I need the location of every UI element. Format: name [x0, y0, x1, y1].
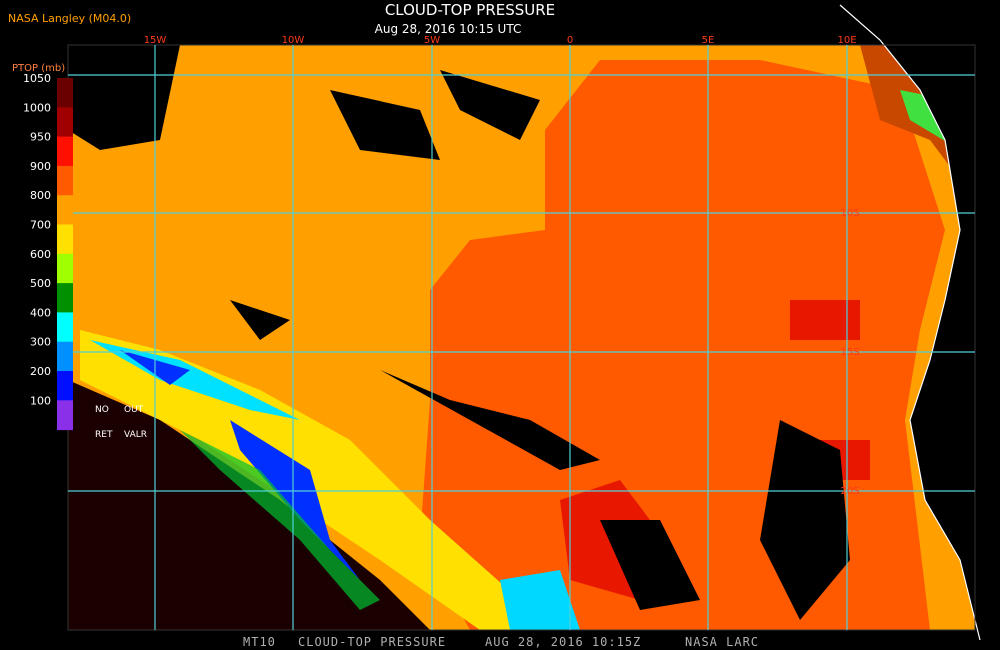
no-retrieval-label: RET	[95, 430, 113, 440]
longitude-label: 10E	[837, 35, 856, 46]
footer-text: NASA LARC	[685, 635, 759, 649]
legend-swatch	[57, 136, 73, 167]
legend-label: 1000	[23, 101, 51, 114]
legend-label: 100	[30, 394, 51, 407]
longitude-label: 5E	[702, 35, 715, 46]
longitude-label: 0	[567, 35, 573, 46]
latitude-label: 10S	[840, 208, 859, 219]
footer-text: CLOUD-TOP PRESSURE	[298, 635, 446, 649]
legend-swatch	[57, 78, 73, 108]
legend-swatch	[57, 107, 73, 138]
latitude-label: 20S	[840, 486, 859, 497]
longitude-label: 15W	[144, 35, 167, 46]
longitude-label: 10W	[282, 35, 305, 46]
legend-swatch	[57, 312, 73, 343]
legend-label: 400	[30, 306, 51, 319]
longitude-label: 5W	[424, 35, 440, 46]
footer-text: MT10	[243, 635, 276, 649]
legend-swatch	[57, 195, 73, 225]
latitude-label: 15S	[840, 347, 859, 358]
legend-swatch	[57, 224, 73, 255]
legend-title: PTOP (mb)	[12, 63, 65, 74]
legend-swatch	[57, 283, 73, 313]
legend-swatch	[57, 253, 73, 284]
legend-swatch	[57, 165, 73, 196]
legend-swatch	[57, 341, 73, 372]
legend-swatch	[57, 371, 73, 401]
no-retrieval-label: VALR	[124, 430, 147, 440]
legend-label: 900	[30, 160, 51, 173]
legend-label: 950	[30, 131, 51, 144]
legend-swatch	[57, 400, 73, 431]
source-label: NASA Langley (M04.0)	[8, 12, 131, 25]
footer-text: AUG 28, 2016 10:15Z	[485, 635, 641, 649]
legend-label: 700	[30, 219, 51, 232]
legend-label: 200	[30, 365, 51, 378]
no-retrieval-label: OUT	[124, 405, 144, 415]
title: CLOUD-TOP PRESSURE	[385, 1, 555, 19]
legend-label: 500	[30, 277, 51, 290]
no-retrieval-label: NO	[95, 405, 109, 415]
legend-label: 300	[30, 336, 51, 349]
legend-label: 600	[30, 248, 51, 261]
legend-label: 800	[30, 189, 51, 202]
legend-label: 1050	[23, 72, 51, 85]
map	[67, 0, 1000, 650]
subtitle: Aug 28, 2016 10:15 UTC	[375, 22, 522, 36]
graticule	[68, 45, 975, 630]
